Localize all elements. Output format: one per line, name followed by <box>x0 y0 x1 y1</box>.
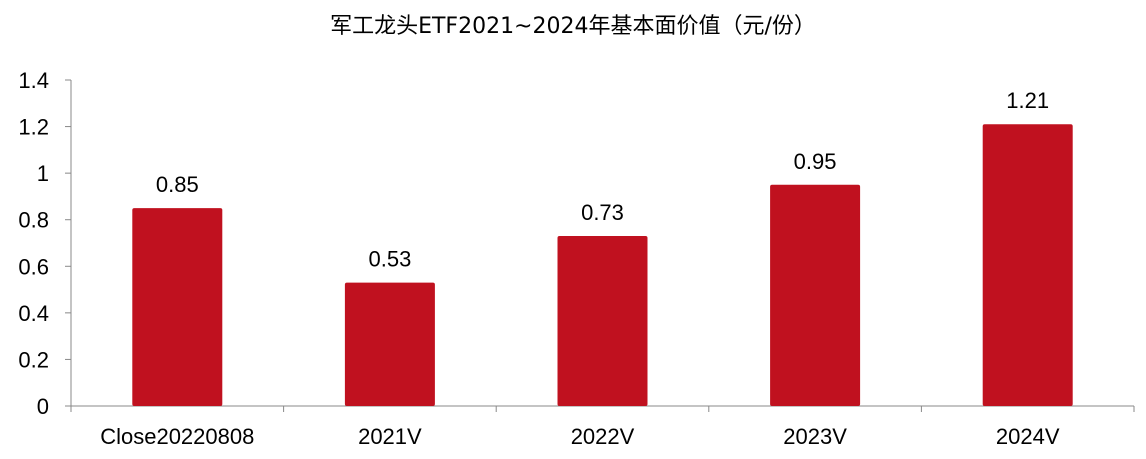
y-tick-label: 0 <box>37 394 49 419</box>
y-tick-label: 1.2 <box>18 115 49 140</box>
x-tick-label: 2022V <box>571 424 635 449</box>
chart-title: 军工龙头ETF2021~2024年基本面价值（元/份） <box>330 14 816 39</box>
y-tick-label: 0.2 <box>18 347 49 372</box>
data-label: 0.95 <box>794 149 837 174</box>
bar <box>344 282 435 406</box>
labels: 0.85 Close20220808 0.53 2021V 0.73 2022V 0.95 2… <box>100 88 1060 449</box>
x-tick-label: 2021V <box>358 424 422 449</box>
data-label: 0.73 <box>581 200 624 225</box>
data-label: 0.53 <box>368 247 411 272</box>
bar <box>557 236 648 406</box>
x-tick-label: 2024V <box>996 424 1060 449</box>
y-tick-label: 0.8 <box>18 208 49 233</box>
bars <box>132 124 1073 406</box>
y-tick-label: 0.4 <box>18 301 49 326</box>
x-tick-label: Close20220808 <box>100 424 254 449</box>
bar <box>770 184 861 406</box>
bar <box>132 208 223 406</box>
y-tick-label: 1 <box>37 161 49 186</box>
x-tick-label: 2023V <box>783 424 847 449</box>
y-tick-label: 0.6 <box>18 254 49 279</box>
data-label: 0.85 <box>156 172 199 197</box>
bar <box>982 124 1073 406</box>
y-tick-label: 1.4 <box>18 68 49 93</box>
data-label: 1.21 <box>1006 88 1049 113</box>
